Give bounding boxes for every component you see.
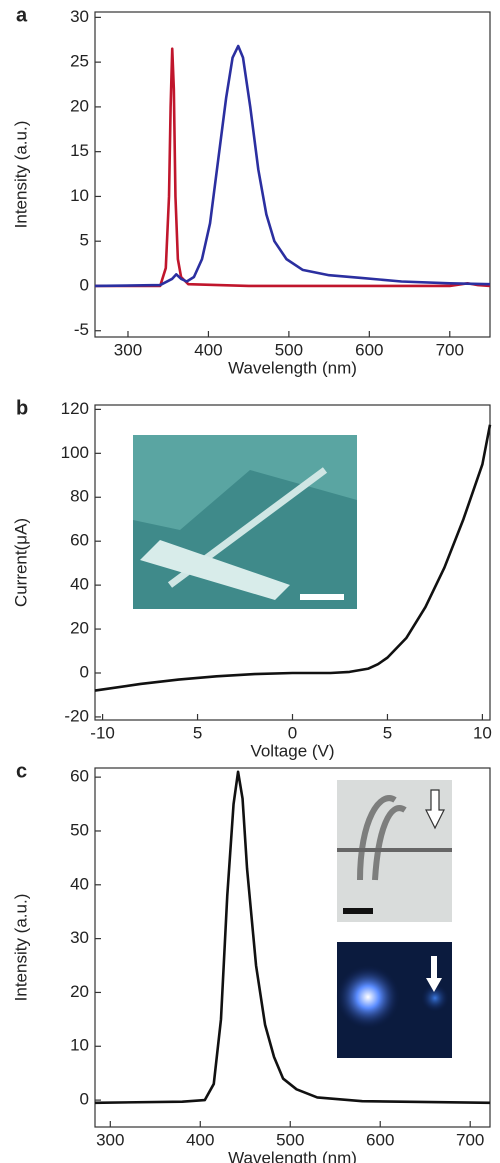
x-tick-label: 5 — [193, 723, 202, 742]
y-tick-label: 30 — [70, 928, 89, 947]
y-tick-label: 20 — [70, 619, 89, 638]
x-tick-label: 5 — [383, 723, 392, 742]
y-tick-label: 0 — [80, 662, 89, 681]
y-tick-label: 0 — [80, 1090, 89, 1109]
plot-frame — [95, 12, 490, 337]
x-tick-label: 300 — [96, 1130, 124, 1149]
y-tick-label: 40 — [70, 575, 89, 594]
x-tick-label: 400 — [186, 1130, 214, 1149]
data-line — [95, 49, 490, 286]
x-tick-label: 300 — [114, 340, 142, 359]
y-tick-label: 25 — [70, 52, 89, 71]
x-tick-label: 600 — [355, 340, 383, 359]
y-tick-label: 30 — [70, 7, 89, 26]
x-tick-label: 700 — [456, 1130, 484, 1149]
y-tick-label: -20 — [64, 706, 89, 725]
y-tick-label: 5 — [80, 231, 89, 250]
y-tick-label: 50 — [70, 820, 89, 839]
x-tick-label: 700 — [436, 340, 464, 359]
x-axis-label: Wavelength (nm) — [228, 1148, 357, 1163]
y-axis-label: Current(μA) — [11, 518, 30, 607]
y-axis-label: Intensity (a.u.) — [11, 121, 30, 229]
x-axis-label: Voltage (V) — [250, 741, 334, 760]
y-tick-label: 15 — [70, 141, 89, 160]
y-tick-label: 80 — [70, 487, 89, 506]
electroluminescence-inset — [336, 942, 452, 1058]
x-tick-label: -10 — [90, 723, 115, 742]
data-line — [95, 46, 490, 286]
y-tick-label: 20 — [70, 982, 89, 1001]
x-tick-label: 400 — [194, 340, 222, 359]
y-tick-label: 0 — [80, 275, 89, 294]
y-tick-label: 10 — [70, 1036, 89, 1055]
x-tick-label: 10 — [473, 723, 492, 742]
x-tick-label: 500 — [276, 1130, 304, 1149]
panel: a -5 0 5 10 15 20 25 30 300 400 500 600 700 Wavelength… — [11, 4, 490, 377]
y-tick-label: 60 — [70, 767, 89, 786]
y-tick-label: 10 — [70, 186, 89, 205]
x-tick-label: 500 — [275, 340, 303, 359]
x-tick-label: 600 — [366, 1130, 394, 1149]
x-tick-label: 0 — [288, 723, 297, 742]
optical-inset — [337, 780, 452, 922]
figure: a-5051015202530300400500600700Wavelength… — [0, 0, 500, 1163]
panel-label: b — [16, 397, 28, 419]
panel-label: a — [16, 4, 28, 26]
panel-label: c — [16, 760, 27, 782]
y-tick-label: 40 — [70, 874, 89, 893]
y-tick-label: -5 — [74, 320, 89, 339]
sem-inset — [133, 435, 357, 609]
y-tick-label: 20 — [70, 96, 89, 115]
y-axis-label: Intensity (a.u.) — [11, 894, 30, 1002]
y-tick-label: 120 — [61, 399, 89, 418]
y-tick-label: 60 — [70, 531, 89, 550]
x-axis-label: Wavelength (nm) — [228, 358, 357, 377]
y-tick-label: 100 — [61, 443, 89, 462]
